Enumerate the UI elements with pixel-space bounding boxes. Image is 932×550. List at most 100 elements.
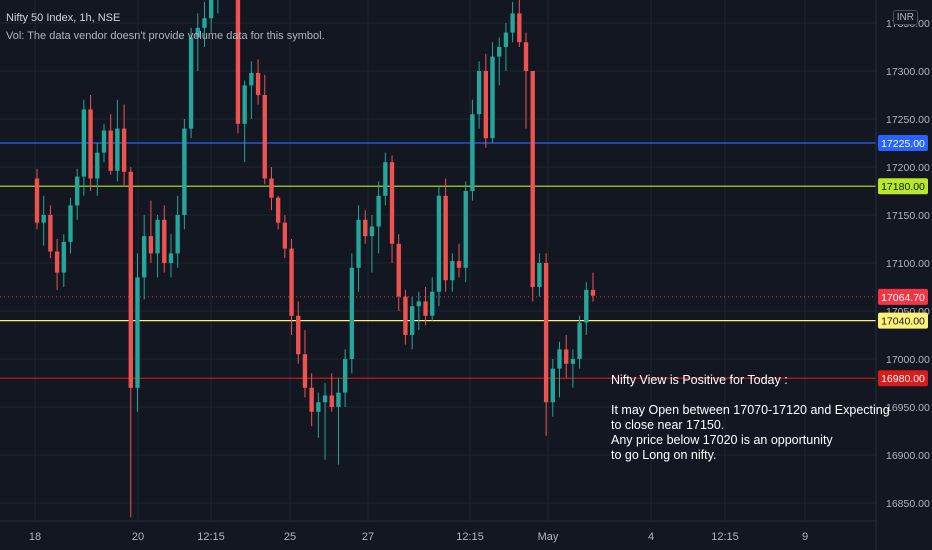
x-tick-label: 12:15 [197, 531, 225, 543]
candle-body [389, 162, 395, 244]
candle-body [517, 13, 522, 43]
price-badge-label: 16980.00 [881, 373, 925, 385]
candle-body [356, 219, 361, 268]
candle-body [470, 114, 475, 191]
candle-body [450, 261, 455, 281]
candle-body [296, 315, 301, 355]
x-tick-label: 12:15 [456, 531, 484, 543]
candles [34, 0, 596, 518]
candle-body [269, 178, 274, 198]
candle-body [289, 248, 294, 316]
x-tick-label: 25 [284, 531, 296, 543]
candle-body [336, 392, 341, 407]
candle-body [61, 241, 66, 273]
candle-body [88, 109, 93, 179]
horizontal-levels[interactable] [0, 142, 876, 379]
candle-body [235, 0, 241, 124]
candle-body [34, 178, 40, 223]
candle-body [342, 359, 348, 393]
candle-body [135, 277, 140, 388]
y-tick-label: 17150.00 [886, 210, 930, 222]
annotation-line-4: Any price below 17020 is an opportunity [611, 433, 833, 447]
candle-body [557, 349, 562, 369]
candle-body [128, 171, 133, 388]
candle-body [101, 130, 107, 153]
candle-body [584, 289, 589, 323]
candle-body [443, 195, 448, 281]
candle-body [54, 251, 60, 273]
price-badge-label: 17064.70 [881, 292, 925, 304]
price-badge [878, 312, 928, 329]
candle-body [590, 289, 596, 296]
candle-body [543, 263, 549, 403]
candle-body [503, 32, 509, 47]
candle-body [349, 267, 355, 359]
volume-note: Vol: The data vendor doesn't provide vol… [6, 30, 325, 42]
candle-body [363, 219, 368, 237]
candle-body [175, 215, 180, 254]
price-badges: 17225.00 17180.00 17040.00 16980.00 17064.70 [878, 135, 928, 387]
candle-body [208, 0, 214, 19]
candle-body [550, 368, 555, 403]
candle-body [497, 47, 502, 57]
candle-body [564, 349, 569, 364]
x-tick-label: 18 [29, 531, 41, 543]
candle-body [309, 387, 314, 412]
candle-body [510, 13, 515, 33]
candle-body [423, 301, 428, 316]
candle-body [282, 222, 288, 249]
x-tick-label: May [538, 531, 559, 543]
candle-body [75, 176, 80, 206]
candle-body [195, 27, 200, 38]
price-badge-label: 17225.00 [881, 138, 925, 150]
symbol-title[interactable]: Nifty 50 Index, 1h, NSE [6, 12, 121, 24]
candle-body [41, 215, 46, 223]
candle-body [383, 162, 388, 196]
y-tick-label: 17250.00 [886, 114, 930, 126]
candle-body [523, 42, 529, 71]
annotation-line-3: to close near 17150. [611, 418, 725, 432]
candle-body [242, 85, 247, 124]
annotation-line-1: Nifty View is Positive for Today : [611, 373, 788, 387]
candle-body [202, 18, 207, 28]
currency-badge[interactable]: INR [892, 10, 918, 25]
text-annotation: Nifty View is Positive for Today : It ma… [611, 373, 890, 463]
candle-body [577, 322, 582, 359]
y-tick-label: 17000.00 [886, 354, 930, 366]
x-tick-label: 12:15 [711, 531, 739, 543]
candle-body [302, 354, 308, 388]
price-axis[interactable]: 16850.0016900.0016950.0017000.0017050.00… [886, 0, 930, 510]
price-badge-label: 17180.00 [881, 181, 925, 193]
y-tick-label: 16950.00 [886, 402, 930, 414]
x-tick-label: 9 [802, 531, 808, 543]
price-badge [878, 135, 928, 151]
y-tick-label: 17100.00 [886, 258, 930, 270]
y-tick-label: 17200.00 [886, 162, 930, 174]
candle-body [262, 95, 267, 179]
candle-body [537, 263, 542, 287]
candle-body [255, 72, 261, 95]
time-axis[interactable]: 18 20 12:15 25 27 12:15 May 4 12:15 9 [29, 531, 808, 543]
candle-body [275, 197, 281, 223]
candle-body [430, 291, 435, 316]
y-tick-label: 16900.00 [886, 450, 930, 462]
candle-body [530, 71, 535, 287]
candle-body [249, 72, 254, 86]
candle-body [456, 261, 462, 268]
candle-body [396, 243, 401, 297]
y-tick-label: 16850.00 [886, 498, 930, 510]
price-badge-label: 17040.00 [881, 316, 925, 328]
candle-body [416, 301, 422, 307]
x-tick-label: 20 [132, 531, 144, 543]
price-badge [878, 178, 928, 195]
annotation-line-5: to go Long on nifty. [611, 448, 717, 462]
x-tick-label: 27 [362, 531, 374, 543]
candle-body [162, 219, 167, 263]
annotation-line-2: It may Open between 17070-17120 and Expe… [611, 403, 890, 417]
candle-body [188, 37, 194, 129]
candle-body [463, 191, 468, 268]
candle-body [316, 402, 321, 412]
candle-body [436, 195, 442, 292]
candle-body [322, 395, 328, 403]
